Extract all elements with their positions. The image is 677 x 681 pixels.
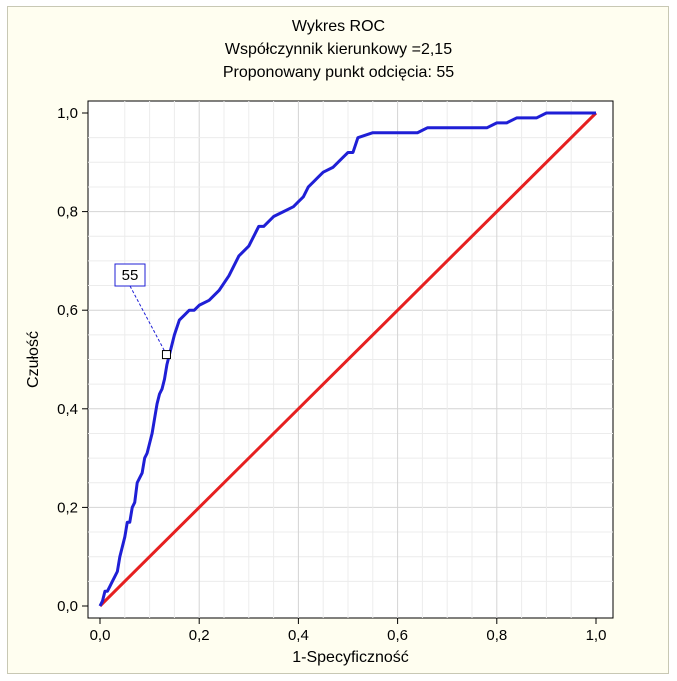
y-tick-label: 0,8 [57, 204, 78, 221]
y-axis-label: Czułość [25, 331, 42, 388]
y-tick-label: 0,0 [57, 598, 78, 615]
annotation-label: 55 [122, 267, 139, 284]
y-tick-label: 1,0 [57, 105, 78, 122]
x-axis-label: 1-Specyficzność [292, 649, 409, 666]
x-tick-label: 0,8 [486, 627, 507, 644]
chart-subtitle-1: Współczynnik kierunkowy =2,15 [224, 41, 453, 58]
y-tick-label: 0,4 [57, 401, 78, 418]
cutoff-point-marker [161, 350, 171, 360]
y-tick-label: 0,6 [57, 302, 78, 319]
x-tick-label: 0,6 [387, 627, 408, 644]
x-tick-label: 0,2 [189, 627, 210, 644]
chart-title: Wykres ROC [291, 18, 386, 35]
annotation-leader [129, 285, 167, 355]
x-tick-label: 0,4 [288, 627, 309, 644]
reference-diagonal-line [98, 111, 598, 608]
x-tick-label: 1,0 [586, 627, 607, 644]
annotation-box [114, 263, 146, 287]
roc-curve-line [98, 111, 596, 607]
x-tick-label: 0,0 [90, 627, 111, 644]
chart-subtitle-2: Proponowany punkt odcięcia: 55 [222, 64, 455, 81]
y-tick-label: 0,2 [57, 499, 78, 516]
